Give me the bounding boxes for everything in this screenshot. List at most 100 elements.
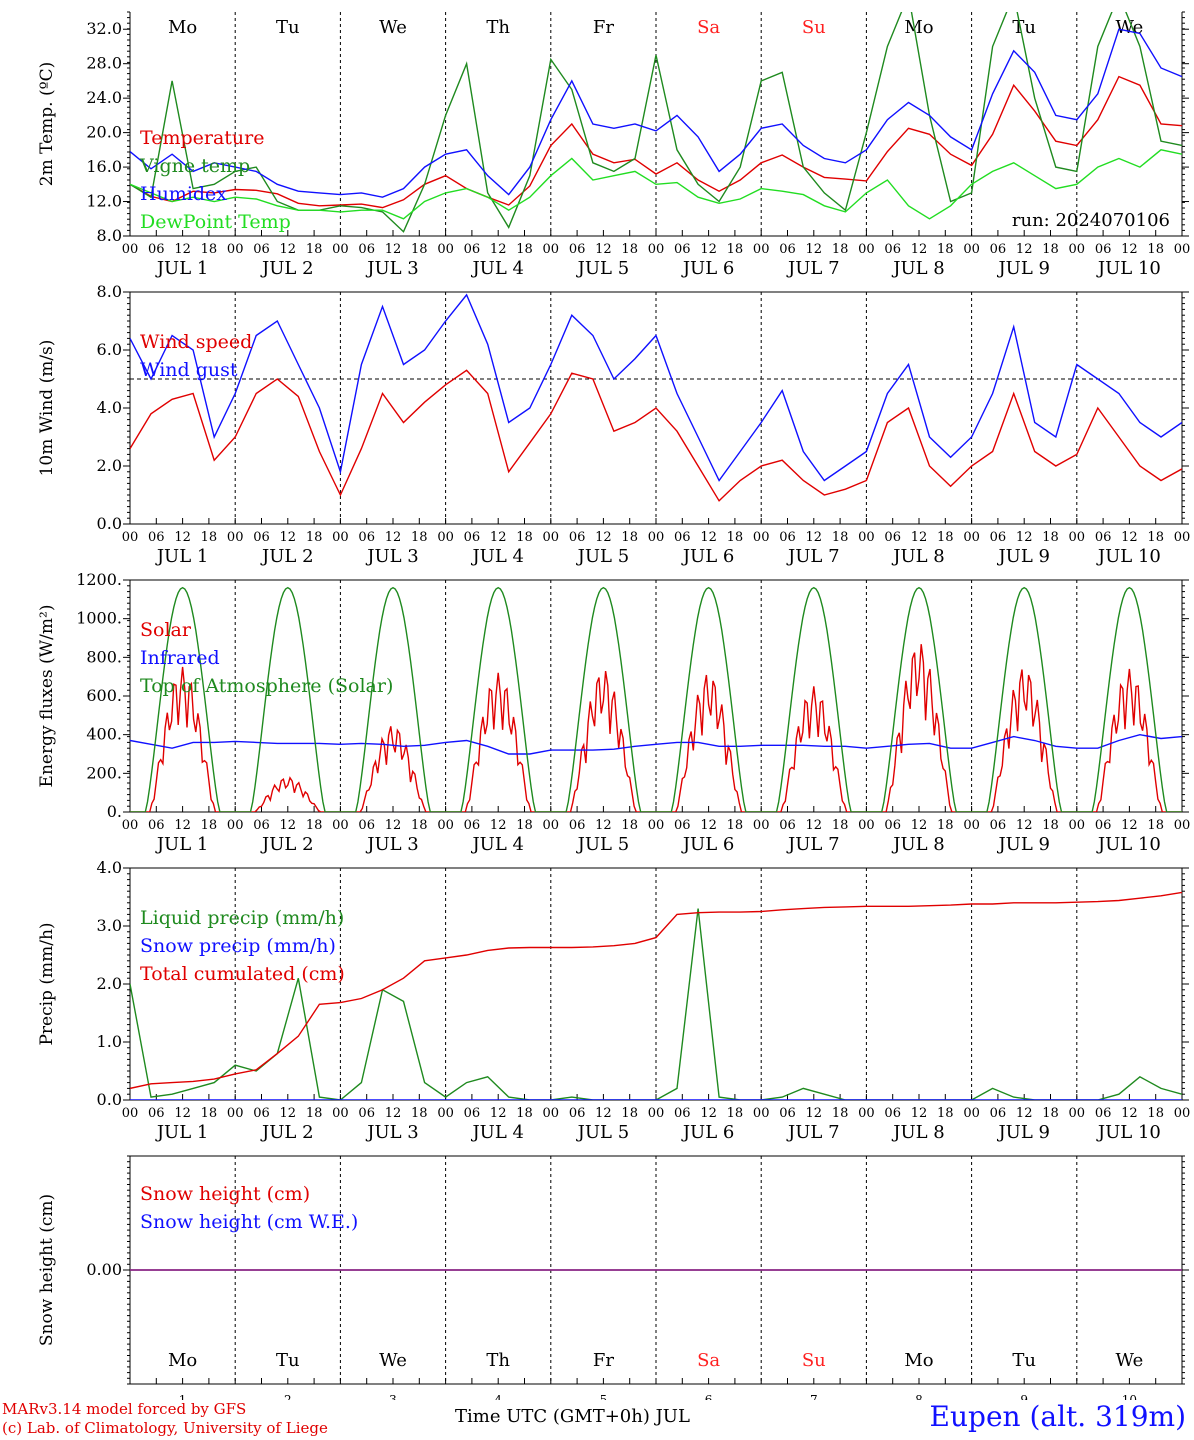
x-tick-label: 18 — [1042, 242, 1059, 257]
x-tick-label: 12 — [1016, 242, 1033, 257]
x-tick-label: 12 — [490, 1106, 507, 1121]
x-tick-label: 12 — [385, 818, 402, 833]
day-name-label: Tu — [276, 17, 300, 38]
x-tick-label: 06 — [148, 1106, 165, 1121]
x-tick-label: 18 — [1147, 530, 1164, 545]
series-line — [130, 908, 1182, 1100]
x-tick-label: 06 — [464, 242, 481, 257]
x-tick-label: 06 — [358, 818, 375, 833]
x-tick-label: 12 — [280, 530, 297, 545]
x-tick-label: 00 — [648, 530, 665, 545]
day-name-label: Su — [802, 17, 826, 38]
x-tick-label: 00 — [437, 1106, 454, 1121]
x-tick-label: 06 — [779, 1106, 796, 1121]
x-tick-label: 06 — [569, 242, 586, 257]
x-tick-label: 00 — [227, 1106, 244, 1121]
x-tick-label: 18 — [832, 1106, 849, 1121]
x-date-label: JUL 5 — [576, 1122, 630, 1143]
legend-entry: Wind speed — [140, 331, 252, 353]
x-tick-label: 18 — [516, 1106, 533, 1121]
day-name-label: Su — [802, 1350, 826, 1371]
x-tick-label: 06 — [1095, 1106, 1112, 1121]
legend-entry: Top of Atmosphere (Solar) — [140, 675, 393, 697]
y-axis-label: Precip (mm/h) — [37, 922, 57, 1045]
x-date-label: JUL 7 — [786, 834, 840, 855]
day-number-label: 9 — [1020, 1393, 1028, 1400]
x-tick-label: 12 — [1016, 818, 1033, 833]
day-name-label: Tu — [1012, 1350, 1036, 1371]
x-tick-label: 06 — [464, 1106, 481, 1121]
x-date-label: JUL 2 — [260, 834, 314, 855]
x-tick-label: 06 — [990, 818, 1007, 833]
x-tick-label: 00 — [648, 818, 665, 833]
series-line — [130, 891, 1182, 1090]
x-tick-label: 18 — [1147, 818, 1164, 833]
x-date-label: JUL 8 — [891, 546, 945, 567]
y-axis-label: Snow height (cm) — [37, 1194, 57, 1346]
x-date-label: JUL 7 — [786, 258, 840, 279]
x-tick-label: 00 — [1069, 242, 1086, 257]
x-tick-label: 00 — [1069, 818, 1086, 833]
x-tick-label: 06 — [674, 818, 691, 833]
legend-entry: Humidex — [140, 183, 227, 205]
legend-entry: Snow precip (mm/h) — [140, 935, 336, 957]
panel-5: 0.00 Snow height (cm) Mo 1 Tu 2 We 3 Th 4 Fr 5 Sa 6 Su… — [37, 1155, 1189, 1400]
x-tick-label: 18 — [306, 530, 323, 545]
x-tick-label: 12 — [174, 242, 191, 257]
x-tick-label: 18 — [621, 1106, 638, 1121]
x-tick-label: 06 — [674, 242, 691, 257]
x-tick-label: 12 — [595, 530, 612, 545]
y-axis-label: 10m Wind (m/s) — [37, 340, 57, 477]
x-date-label: JUL 2 — [260, 546, 314, 567]
legend-entry: Snow height (cm) — [140, 1183, 310, 1205]
day-name-label: Mo — [168, 17, 197, 38]
x-tick-label: 12 — [385, 242, 402, 257]
x-tick-label: 06 — [990, 530, 1007, 545]
series-line — [130, 28, 1182, 198]
y-tick-label: 1200. — [76, 570, 122, 589]
x-tick-label: 12 — [806, 1106, 823, 1121]
series-line — [130, 586, 1182, 812]
x-tick-label: 00 — [437, 242, 454, 257]
x-tick-label: 00 — [332, 242, 349, 257]
x-tick-label: 06 — [569, 1106, 586, 1121]
credit-line-1: MARv3.14 model forced by GFS — [2, 1400, 247, 1418]
day-name-label: Tu — [276, 1350, 300, 1371]
x-tick-label: 18 — [937, 818, 954, 833]
x-date-label: JUL 10 — [1096, 258, 1161, 279]
x-tick-label: 18 — [516, 242, 533, 257]
x-tick-label: 06 — [884, 242, 901, 257]
x-date-label: JUL 5 — [576, 258, 630, 279]
y-axis-label: Energy fluxes (W/m²) — [37, 605, 57, 788]
x-tick-label: 00 — [858, 530, 875, 545]
x-tick-label: 18 — [516, 818, 533, 833]
x-tick-label: 18 — [306, 818, 323, 833]
x-tick-label: 12 — [174, 530, 191, 545]
x-tick-label: 06 — [990, 1106, 1007, 1121]
station-label: Eupen (alt. 319m) — [929, 1400, 1186, 1433]
y-tick-label: 8.0 — [97, 226, 122, 245]
x-tick-label: 06 — [569, 818, 586, 833]
legend-entry: Snow height (cm W.E.) — [140, 1211, 358, 1233]
legend-entry: Total cumulated (cm) — [140, 963, 345, 985]
x-tick-label: 00 — [122, 818, 139, 833]
x-tick-label: 12 — [280, 242, 297, 257]
x-tick-label: 06 — [358, 1106, 375, 1121]
x-tick-label: 12 — [595, 818, 612, 833]
legend-entry: Liquid precip (mm/h) — [140, 907, 344, 929]
x-tick-label: 12 — [806, 530, 823, 545]
day-number-label: 8 — [915, 1393, 923, 1400]
y-tick-label: 0.00 — [86, 1260, 122, 1279]
x-tick-label: 12 — [1121, 818, 1138, 833]
x-tick-label: 18 — [306, 1106, 323, 1121]
series-line — [130, 644, 1182, 812]
x-tick-label: 00 — [753, 1106, 770, 1121]
x-tick-label: 12 — [174, 818, 191, 833]
x-date-label: JUL 5 — [576, 834, 630, 855]
x-tick-label: 00 — [1174, 818, 1191, 833]
y-tick-label: 2.0 — [97, 974, 122, 993]
x-tick-label: 18 — [832, 818, 849, 833]
x-date-label: JUL 1 — [155, 1122, 209, 1143]
y-tick-label: 28.0 — [86, 54, 122, 73]
y-tick-label: 12.0 — [86, 192, 122, 211]
